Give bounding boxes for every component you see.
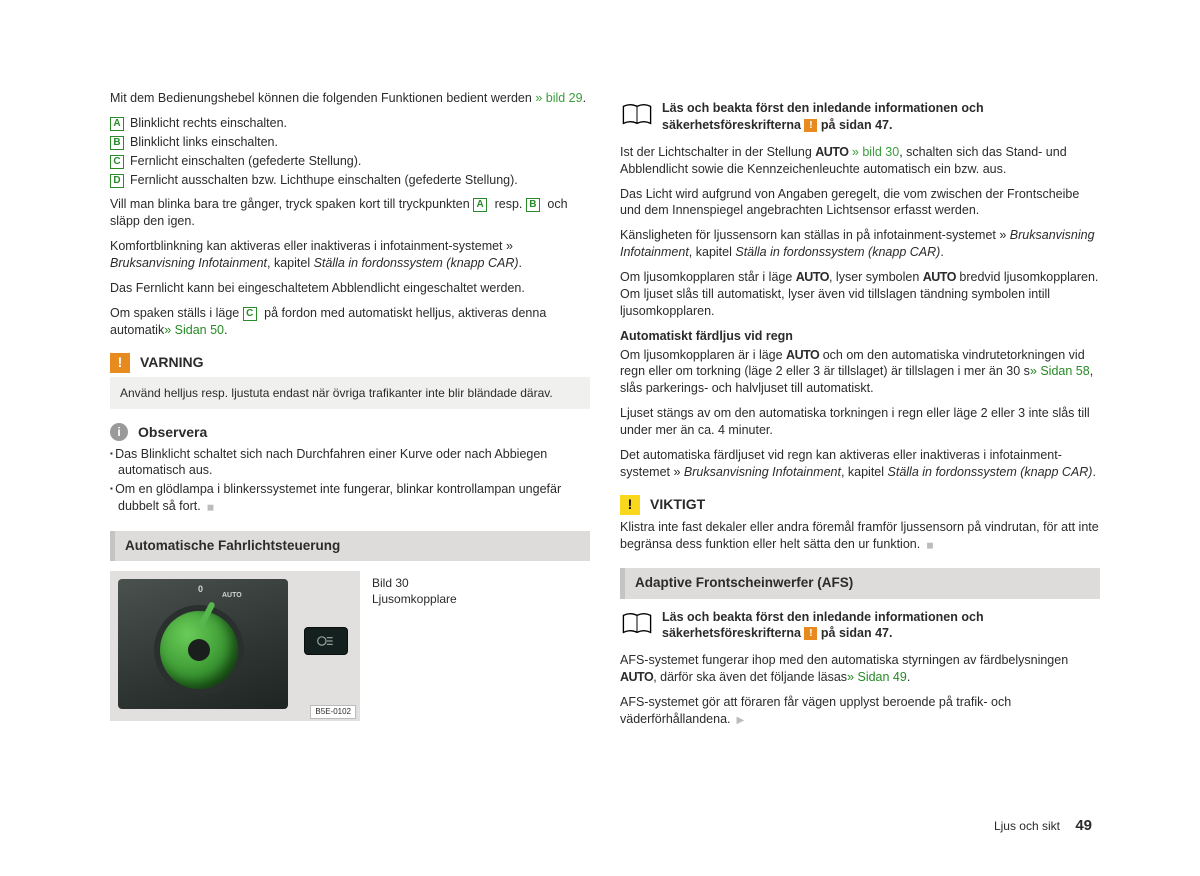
item-A-text: Blinklicht rechts einschalten. <box>130 115 590 132</box>
warning-ref-icon: ! <box>804 627 817 640</box>
ref-sidan58: » Sidan 58 <box>1030 364 1090 378</box>
ref-bild30: » bild 30 <box>852 145 899 159</box>
note-title: Observera <box>138 423 207 442</box>
figure-image-lightswitch: 0 AUTO B5E-0102 <box>110 571 360 721</box>
note-box: i Observera Das Blinklicht schaltet sich… <box>110 423 590 515</box>
inline-C: C <box>243 307 257 321</box>
important-box: ! VIKTIGT Klistra inte fast dekaler elle… <box>620 495 1100 553</box>
continue-triangle-icon: ▶ <box>737 715 745 726</box>
warning-title: VARNING <box>140 353 204 372</box>
page-footer: Ljus och sikt 49 <box>994 816 1092 836</box>
auto-label-4: AUTO <box>786 348 819 362</box>
ref-sidan50: » Sidan 50 <box>164 323 224 337</box>
warning-ref-icon: ! <box>804 119 817 132</box>
p-rain-2: Ljuset stängs av om den automatiska tork… <box>620 405 1100 439</box>
p-lichtschalter: Ist der Lichtschalter in der Stellung AU… <box>620 144 1100 178</box>
label-D: D <box>110 174 124 188</box>
p-afs-2: AFS-systemet gör att föraren får vägen u… <box>620 694 1100 728</box>
figure-caption: Bild 30 Ljusomkopplare <box>372 571 590 721</box>
p-om-spaken: Om spaken ställs i läge C på fordon med … <box>110 305 590 339</box>
note-bullet-1: Das Blinklicht schaltet sich nach Durchf… <box>110 446 590 480</box>
end-square-icon-2: ◼ <box>926 540 933 550</box>
p-komfort: Komfortblinkning kan aktiveras eller ina… <box>110 238 590 272</box>
book-icon <box>620 100 654 133</box>
label-A: A <box>110 117 124 131</box>
item-C-text: Fernlicht einschalten (gefederte Stellun… <box>130 153 590 170</box>
intro-text: Mit dem Bedienungshebel können die folge… <box>110 91 535 105</box>
intro-paragraph: Mit dem Bedienungshebel können die folge… <box>110 90 590 107</box>
figure-ref-code: B5E-0102 <box>310 705 356 720</box>
important-title: VIKTIGT <box>650 495 705 514</box>
read-first-notice-1: Läs och beakta först den inledande infor… <box>620 100 1100 134</box>
note-bullets: Das Blinklicht schaltet sich nach Durchf… <box>110 446 590 516</box>
p-afs-1: AFS-systemet fungerar ihop med den autom… <box>620 652 1100 686</box>
end-square-icon: ◼ <box>207 502 214 512</box>
read-first-text-2: Läs och beakta först den inledande infor… <box>662 609 1100 643</box>
labeled-list: A Blinklicht rechts einschalten. B Blinkli… <box>110 115 590 189</box>
subheading-auto-rain: Automatiskt färdljus vid regn <box>620 328 1100 345</box>
p-vill: Vill man blinka bara tre gånger, tryck s… <box>110 196 590 230</box>
auto-label-3: AUTO <box>923 270 956 284</box>
auto-label-1: AUTO <box>815 145 848 159</box>
inline-A: A <box>473 198 487 212</box>
label-C: C <box>110 155 124 169</box>
label-B: B <box>110 136 124 150</box>
read-first-text-1: Läs och beakta först den inledande infor… <box>662 100 1100 134</box>
p-omkopplare-auto: Om ljusomkopplaren står i läge AUTO, lys… <box>620 269 1100 320</box>
auto-label-2: AUTO <box>796 270 829 284</box>
p-kanslighet: Känsligheten för ljussensorn kan ställas… <box>620 227 1100 261</box>
p-licht-sensor: Das Licht wird aufgrund von Angaben gere… <box>620 186 1100 220</box>
ref-bild29: » bild 29 <box>535 91 582 105</box>
item-D-text: Fernlicht ausschalten bzw. Lichthupe ein… <box>130 172 590 189</box>
section-header-afs: Adaptive Frontscheinwerfer (AFS) <box>620 568 1100 598</box>
auto-label-5: AUTO <box>620 670 653 684</box>
p-fernlicht: Das Fernlicht kann bei eingeschaltetem A… <box>110 280 590 297</box>
warning-box: ! VARNING Använd helljus resp. ljustuta … <box>110 353 590 409</box>
p-rain-1: Om ljusomkopplaren är i läge AUTO och om… <box>620 347 1100 398</box>
item-B-text: Blinklicht links einschalten. <box>130 134 590 151</box>
footer-page-number: 49 <box>1075 817 1092 834</box>
important-body: Klistra inte fast dekaler eller andra fö… <box>620 519 1100 553</box>
note-bullet-2: Om en glödlampa i blinkerssystemet inte … <box>110 481 590 515</box>
ref-sidan49: » Sidan 49 <box>847 670 907 684</box>
book-icon <box>620 609 654 642</box>
figure-30: 0 AUTO B5E-0102 Bild 30 Ljusomkopplare <box>110 571 590 721</box>
left-column: Mit dem Bedienungshebel können die folge… <box>110 90 590 736</box>
footer-section: Ljus och sikt <box>994 819 1060 833</box>
right-column: Läs och beakta först den inledande infor… <box>620 90 1100 736</box>
warning-body: Använd helljus resp. ljustuta endast när… <box>110 377 590 409</box>
read-first-notice-2: Läs och beakta först den inledande infor… <box>620 609 1100 643</box>
info-icon: i <box>110 423 128 441</box>
aux-button-icon <box>304 627 348 655</box>
section-header-auto: Automatische Fahrlichtsteuerung <box>110 531 590 561</box>
inline-B: B <box>526 198 540 212</box>
p-rain-3: Det automatiska färdljuset vid regn kan … <box>620 447 1100 481</box>
warning-icon: ! <box>110 353 130 373</box>
important-icon: ! <box>620 495 640 515</box>
